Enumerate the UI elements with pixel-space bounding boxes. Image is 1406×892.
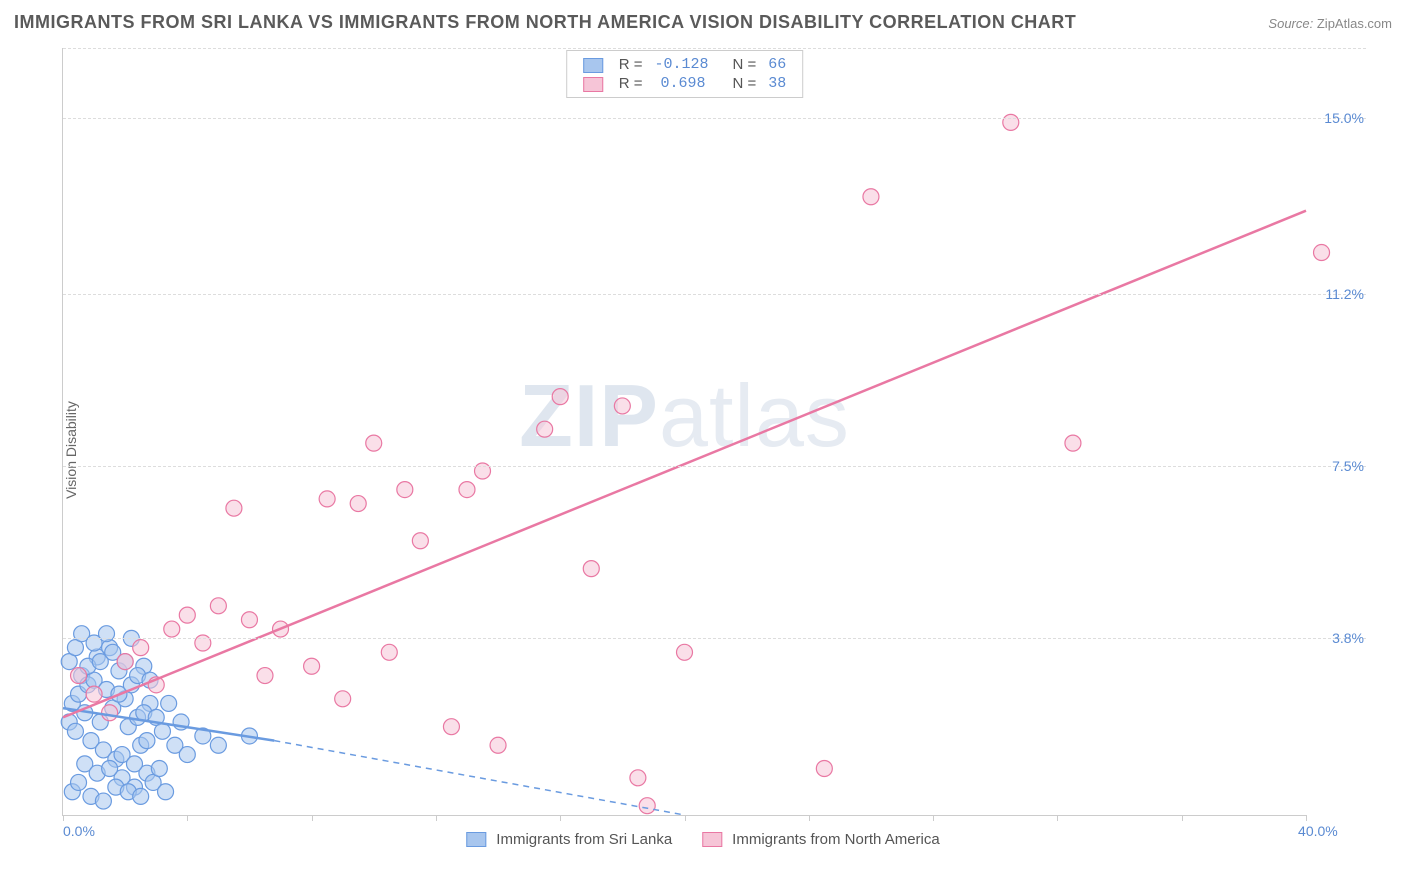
legend-series: Immigrants from Sri Lanka Immigrants fro… — [466, 831, 939, 848]
plot-area: ZIPatlas R = -0.128 N = 66 R = 0.698 — [62, 48, 1306, 816]
legend-label-sri-lanka: Immigrants from Sri Lanka — [496, 831, 672, 848]
legend-item-sri-lanka: Immigrants from Sri Lanka — [466, 831, 672, 848]
legend-stats-row: R = -0.128 N = 66 — [577, 55, 793, 74]
legend-stats-row: R = 0.698 N = 38 — [577, 74, 793, 93]
trend-line — [63, 211, 1306, 718]
trend-layer — [63, 48, 1306, 815]
y-tick-label: 3.8% — [1332, 630, 1364, 646]
legend-label-north-america: Immigrants from North America — [732, 831, 940, 848]
y-tick-label: 15.0% — [1324, 110, 1364, 126]
trend-line — [63, 708, 274, 741]
n-label: N = — [733, 56, 757, 73]
source-label: Source: — [1268, 16, 1313, 31]
trend-line-dashed — [274, 741, 684, 815]
legend-swatch-north-america — [583, 77, 603, 92]
legend-item-north-america: Immigrants from North America — [702, 831, 940, 848]
r-value-sri-lanka: -0.128 — [648, 55, 714, 74]
legend-stats: R = -0.128 N = 66 R = 0.698 N = 38 — [566, 50, 804, 98]
y-tick-label: 11.2% — [1325, 286, 1364, 302]
chart-container: Vision Disability ZIPatlas R = -0.128 N … — [40, 48, 1366, 852]
n-value-sri-lanka: 66 — [762, 55, 792, 74]
x-tick-label: 0.0% — [63, 823, 95, 839]
source-name: ZipAtlas.com — [1317, 16, 1392, 31]
r-label: R = — [619, 75, 643, 92]
r-value-north-america: 0.698 — [648, 74, 714, 93]
chart-title: IMMIGRANTS FROM SRI LANKA VS IMMIGRANTS … — [14, 12, 1076, 33]
n-label: N = — [733, 75, 757, 92]
y-tick-label: 7.5% — [1332, 458, 1364, 474]
legend-swatch-sri-lanka — [466, 832, 486, 847]
source-attribution: Source: ZipAtlas.com — [1268, 16, 1392, 31]
data-point — [1314, 245, 1330, 261]
x-tick-label: 40.0% — [1298, 823, 1338, 839]
legend-swatch-sri-lanka — [583, 58, 603, 73]
r-label: R = — [619, 56, 643, 73]
n-value-north-america: 38 — [762, 74, 792, 93]
legend-swatch-north-america — [702, 832, 722, 847]
